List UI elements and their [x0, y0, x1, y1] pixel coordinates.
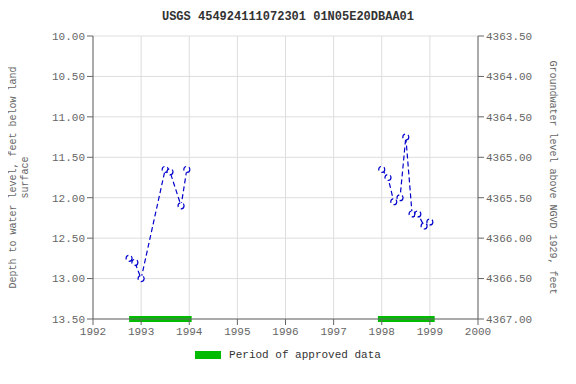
svg-text:1992: 1992: [80, 326, 106, 338]
html-text:USGS 454924111072301 01N05E20D: USGS 454924111072301 01N05E20DBAA01: [162, 10, 414, 24]
svg-text:Groundwater level above NGVD 1: Groundwater level above NGVD 1929, feet: [547, 60, 558, 294]
svg-text:11.00: 11.00: [52, 112, 85, 124]
svg-text:4367.00: 4367.00: [486, 314, 532, 326]
svg-text:13.00: 13.00: [52, 273, 85, 285]
svg-text:4365.00: 4365.00: [486, 152, 532, 164]
svg-text:1994: 1994: [176, 326, 203, 338]
svg-text:12.50: 12.50: [52, 233, 85, 245]
svg-text:4363.50: 4363.50: [486, 31, 532, 43]
svg-text:2000: 2000: [465, 326, 491, 338]
svg-text:1998: 1998: [369, 326, 395, 338]
svg-text:12.00: 12.00: [52, 193, 85, 205]
svg-text:4366.50: 4366.50: [486, 273, 532, 285]
svg-text:1995: 1995: [224, 326, 250, 338]
svg-text:1997: 1997: [320, 326, 346, 338]
svg-text:4364.00: 4364.00: [486, 71, 532, 83]
svg-text:4364.50: 4364.50: [486, 112, 532, 124]
svg-text:11.50: 11.50: [52, 152, 85, 164]
svg-text:Depth to water level, feet bel: Depth to water level, feet below landsur…: [8, 66, 31, 288]
svg-text:1996: 1996: [272, 326, 298, 338]
svg-text:1993: 1993: [128, 326, 154, 338]
svg-text:10.00: 10.00: [52, 31, 85, 43]
svg-text:13.50: 13.50: [52, 314, 85, 326]
svg-text:10.50: 10.50: [52, 71, 85, 83]
svg-text:4366.00: 4366.00: [486, 233, 532, 245]
svg-text:1999: 1999: [417, 326, 443, 338]
html-text:Period of approved data: Period of approved data: [229, 349, 381, 361]
svg-text:4365.50: 4365.50: [486, 193, 532, 205]
